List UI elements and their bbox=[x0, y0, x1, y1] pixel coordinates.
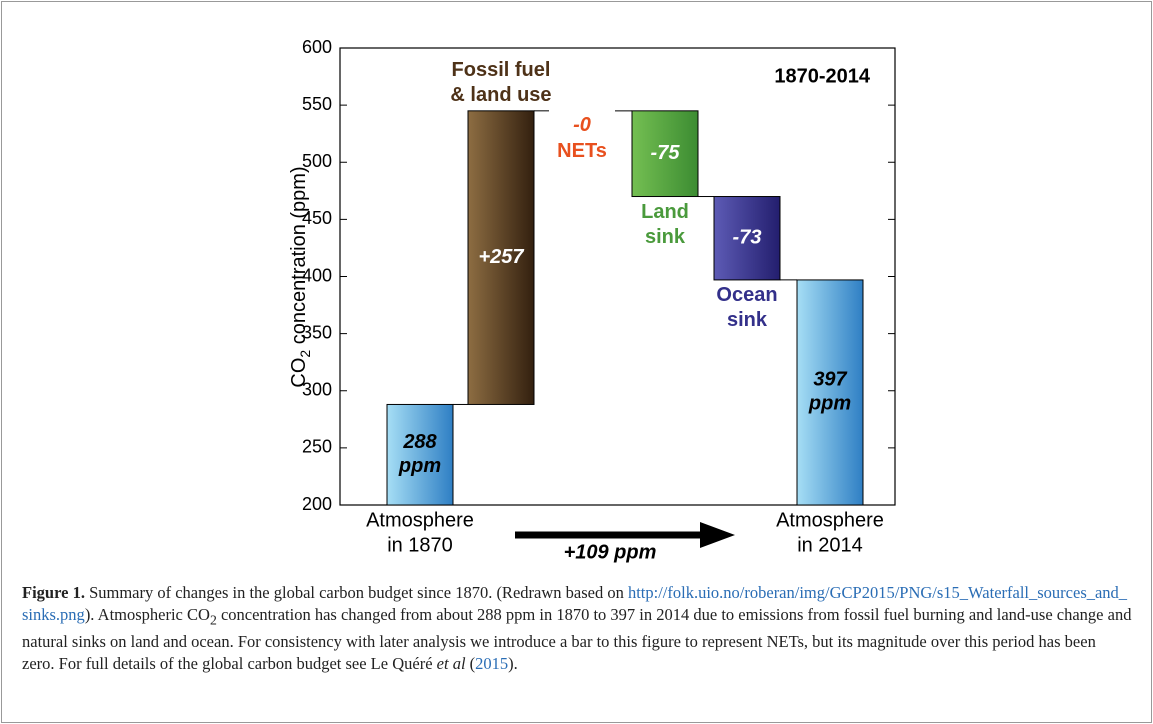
caption-label: Figure 1. bbox=[22, 583, 85, 602]
category-label: NETs bbox=[557, 140, 607, 162]
caption-text: ). bbox=[508, 654, 518, 674]
caption-link[interactable]: 2015 bbox=[475, 654, 509, 674]
arrow-label: +109 ppm bbox=[564, 541, 657, 563]
category-label: sink bbox=[645, 226, 686, 248]
value-label: -73 bbox=[733, 227, 762, 249]
caption: Figure 1. Summary of changes in the glob… bbox=[22, 582, 1132, 675]
caption-link[interactable]: http://folk.uio.no/roberan/img/GCP2015/P… bbox=[22, 583, 1128, 624]
bar bbox=[386, 403, 454, 506]
caption-text: ). Atmospheric CO bbox=[84, 605, 210, 624]
bar bbox=[631, 110, 699, 198]
caption-text: ( bbox=[465, 654, 476, 674]
category-label: sink bbox=[727, 309, 768, 331]
category-label: Ocean bbox=[716, 284, 777, 306]
arrow-head bbox=[700, 522, 735, 548]
value-label: +257 bbox=[478, 246, 524, 268]
value-label: ppm bbox=[398, 455, 441, 477]
y-label-sub: 2 bbox=[297, 350, 313, 358]
category-label: Fossil fuel bbox=[452, 59, 551, 81]
value-label: -75 bbox=[651, 142, 681, 164]
y-label-main: CO bbox=[288, 358, 310, 388]
caption-sub: 2 bbox=[209, 612, 217, 628]
y-label-rest: concentration (ppm) bbox=[288, 166, 310, 349]
y-tick-label: 500 bbox=[302, 151, 332, 171]
caption-text: Summary of changes in the global carbon … bbox=[84, 583, 628, 602]
value-label: ppm bbox=[808, 393, 851, 415]
bar bbox=[467, 110, 535, 405]
category-label: in 1870 bbox=[387, 534, 453, 556]
category-label: Atmosphere bbox=[366, 509, 474, 531]
y-tick-label: 600 bbox=[302, 37, 332, 57]
y-axis-label: CO2 concentration (ppm) bbox=[288, 166, 312, 387]
bar bbox=[796, 279, 864, 506]
category-label: in 2014 bbox=[797, 534, 863, 556]
y-tick-label: 350 bbox=[302, 322, 332, 342]
value-label: -0 bbox=[573, 114, 591, 136]
y-tick-label: 300 bbox=[302, 380, 332, 400]
y-tick-label: 250 bbox=[302, 437, 332, 457]
caption-italic: et al bbox=[436, 654, 466, 674]
y-tick-label: 550 bbox=[302, 94, 332, 114]
category-label: & land use bbox=[450, 84, 551, 106]
value-label: 288 bbox=[402, 431, 437, 453]
chart: 1870-2014 CO2 concentration (ppm) +109 p… bbox=[288, 37, 896, 563]
y-tick-label: 200 bbox=[302, 494, 332, 514]
y-tick-label: 450 bbox=[302, 208, 332, 228]
value-label: 397 bbox=[813, 369, 847, 391]
category-label: Land bbox=[641, 201, 689, 223]
category-label: Atmosphere bbox=[776, 509, 884, 531]
y-tick-label: 400 bbox=[302, 265, 332, 285]
bar bbox=[713, 196, 781, 281]
caption-text: concentration has changed from about 288… bbox=[22, 605, 1132, 674]
period-annotation: 1870-2014 bbox=[774, 65, 871, 87]
